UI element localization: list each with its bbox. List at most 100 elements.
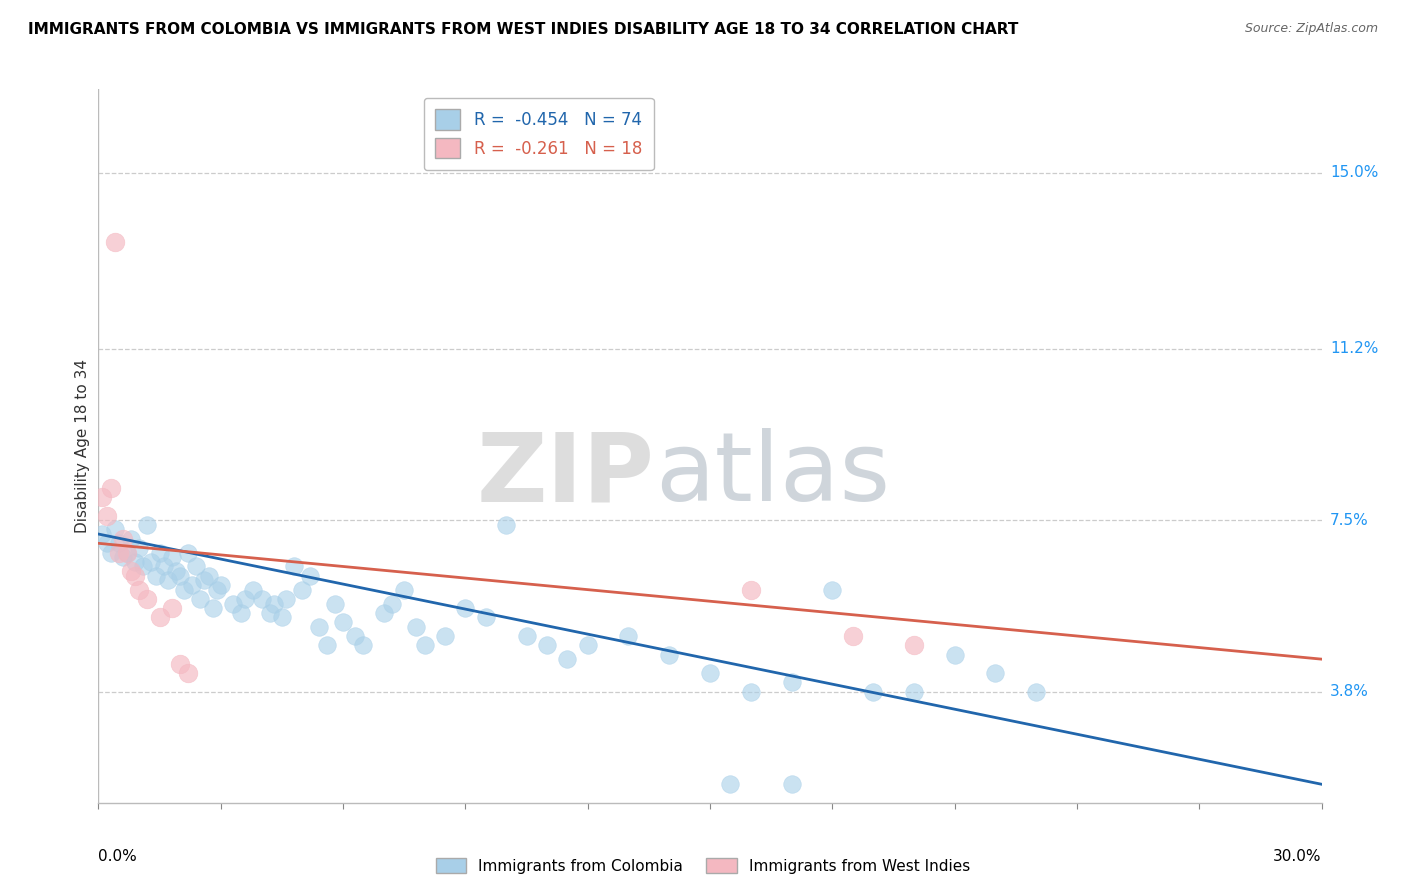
- Point: [160, 550, 183, 565]
- Point: [108, 545, 131, 559]
- Point: [405, 620, 427, 634]
- Point: [740, 684, 762, 698]
- Point: [193, 574, 215, 588]
- Point: [495, 517, 517, 532]
- Point: [120, 532, 142, 546]
- Point: [315, 638, 337, 652]
- Point: [270, 610, 294, 624]
- Point: [434, 629, 457, 643]
- Point: [392, 582, 416, 597]
- Text: 3.8%: 3.8%: [1330, 684, 1369, 699]
- Point: [263, 597, 285, 611]
- Point: [96, 508, 118, 523]
- Point: [111, 532, 134, 546]
- Point: [862, 684, 884, 698]
- Point: [943, 648, 966, 662]
- Point: [821, 582, 844, 597]
- Point: [141, 555, 163, 569]
- Point: [299, 568, 322, 582]
- Point: [274, 591, 297, 606]
- Point: [373, 606, 395, 620]
- Point: [332, 615, 354, 629]
- Point: [344, 629, 367, 643]
- Point: [91, 527, 114, 541]
- Point: [197, 568, 219, 582]
- Text: ZIP: ZIP: [477, 428, 655, 521]
- Point: [617, 629, 640, 643]
- Point: [454, 601, 477, 615]
- Point: [96, 536, 118, 550]
- Point: [124, 568, 146, 582]
- Point: [233, 591, 256, 606]
- Point: [115, 545, 138, 559]
- Point: [128, 582, 150, 597]
- Point: [413, 638, 436, 652]
- Point: [1025, 684, 1047, 698]
- Point: [352, 638, 374, 652]
- Point: [381, 597, 404, 611]
- Point: [231, 606, 253, 620]
- Point: [903, 638, 925, 652]
- Point: [555, 652, 579, 666]
- Point: [156, 574, 179, 588]
- Point: [136, 517, 159, 532]
- Legend: R =  -0.454   N = 74, R =  -0.261   N = 18: R = -0.454 N = 74, R = -0.261 N = 18: [423, 97, 654, 169]
- Point: [124, 555, 146, 569]
- Point: [165, 564, 187, 578]
- Point: [536, 638, 558, 652]
- Point: [516, 629, 538, 643]
- Point: [250, 591, 273, 606]
- Point: [104, 523, 127, 537]
- Point: [181, 578, 204, 592]
- Point: [132, 559, 155, 574]
- Point: [169, 657, 191, 671]
- Text: 0.0%: 0.0%: [98, 849, 138, 864]
- Point: [136, 591, 159, 606]
- Point: [576, 638, 599, 652]
- Point: [740, 582, 762, 597]
- Point: [291, 582, 314, 597]
- Point: [104, 235, 127, 249]
- Point: [100, 481, 122, 495]
- Point: [259, 606, 281, 620]
- Text: Source: ZipAtlas.com: Source: ZipAtlas.com: [1244, 22, 1378, 36]
- Point: [699, 666, 721, 681]
- Point: [173, 582, 195, 597]
- Point: [474, 610, 498, 624]
- Point: [658, 648, 681, 662]
- Point: [903, 684, 925, 698]
- Point: [111, 550, 134, 565]
- Point: [149, 610, 172, 624]
- Point: [222, 597, 245, 611]
- Point: [188, 591, 212, 606]
- Point: [323, 597, 346, 611]
- Point: [177, 666, 200, 681]
- Point: [205, 582, 228, 597]
- Point: [209, 578, 232, 592]
- Point: [115, 545, 138, 559]
- Point: [780, 675, 803, 690]
- Point: [718, 777, 742, 791]
- Point: [128, 541, 150, 555]
- Point: [984, 666, 1007, 681]
- Point: [186, 559, 208, 574]
- Text: 30.0%: 30.0%: [1274, 849, 1322, 864]
- Text: IMMIGRANTS FROM COLOMBIA VS IMMIGRANTS FROM WEST INDIES DISABILITY AGE 18 TO 34 : IMMIGRANTS FROM COLOMBIA VS IMMIGRANTS F…: [28, 22, 1018, 37]
- Point: [160, 601, 183, 615]
- Point: [177, 545, 200, 559]
- Point: [283, 559, 305, 574]
- Point: [120, 564, 142, 578]
- Text: atlas: atlas: [655, 428, 890, 521]
- Point: [169, 568, 191, 582]
- Point: [841, 629, 863, 643]
- Point: [149, 545, 172, 559]
- Legend: Immigrants from Colombia, Immigrants from West Indies: Immigrants from Colombia, Immigrants fro…: [430, 852, 976, 880]
- Y-axis label: Disability Age 18 to 34: Disability Age 18 to 34: [75, 359, 90, 533]
- Point: [145, 568, 167, 582]
- Text: 11.2%: 11.2%: [1330, 342, 1378, 356]
- Point: [152, 559, 174, 574]
- Point: [242, 582, 264, 597]
- Text: 7.5%: 7.5%: [1330, 513, 1368, 528]
- Point: [100, 545, 122, 559]
- Point: [91, 490, 114, 504]
